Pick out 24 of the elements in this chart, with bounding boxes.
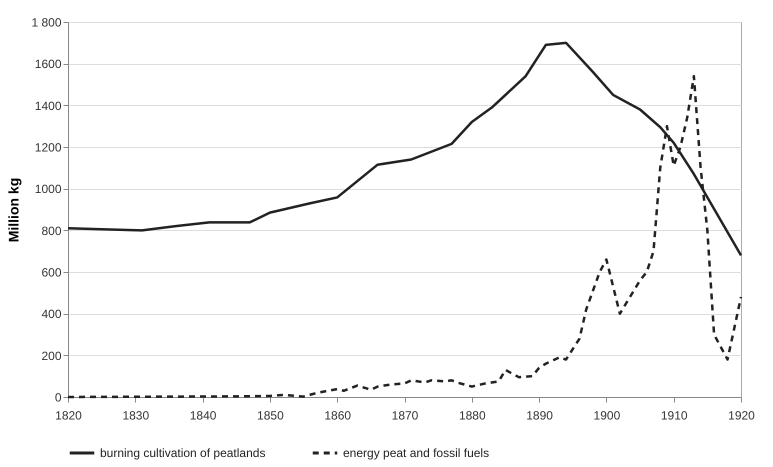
y-tick-label: 600 xyxy=(41,266,62,280)
x-tick-label: 1840 xyxy=(190,408,217,422)
y-tick-label: 0 xyxy=(54,390,62,404)
x-tick-label: 1820 xyxy=(55,408,82,422)
y-tick-label: 1600 xyxy=(34,57,62,72)
x-tick-label: 1880 xyxy=(458,408,486,422)
y-tick-label: 400 xyxy=(41,307,62,322)
y-tick-label: 1400 xyxy=(34,98,62,113)
y-axis-title: Million kg xyxy=(5,178,22,242)
y-tick-label: 200 xyxy=(41,348,62,363)
x-tick-label: 1910 xyxy=(660,408,688,422)
legend-label: energy peat and fossil fuels xyxy=(343,446,490,460)
y-tick-label: 1 800 xyxy=(31,16,62,30)
x-tick-label: 1830 xyxy=(122,408,150,422)
x-tick-label: 1850 xyxy=(257,408,284,422)
y-tick-label: 1000 xyxy=(34,182,62,196)
x-tick-label: 1900 xyxy=(594,408,621,422)
x-tick-label: 1920 xyxy=(728,408,756,422)
x-tick-label: 1870 xyxy=(392,408,419,422)
x-tick-label: 1890 xyxy=(526,408,554,422)
x-tick-label: 1860 xyxy=(324,408,352,422)
y-tick-label: 1200 xyxy=(34,140,62,154)
legend-label: burning cultivation of peatlands xyxy=(100,446,266,460)
y-tick-label: 800 xyxy=(41,224,62,238)
